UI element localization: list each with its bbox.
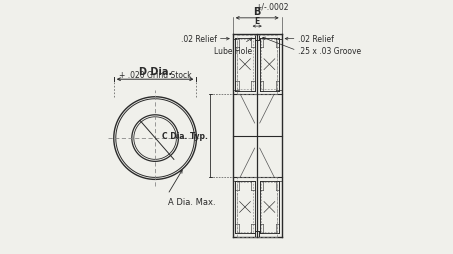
Text: B: B xyxy=(254,7,261,17)
Text: +/-.0002: +/-.0002 xyxy=(255,2,289,11)
Text: C Dia. Typ.: C Dia. Typ. xyxy=(162,132,208,140)
Text: .25 x .03 Groove: .25 x .03 Groove xyxy=(298,47,361,56)
Text: A Dia. Max.: A Dia. Max. xyxy=(168,197,215,206)
Text: Lube Hole: Lube Hole xyxy=(214,39,252,56)
Text: + .020 Grind Stock: + .020 Grind Stock xyxy=(119,71,192,80)
Text: .02 Relief: .02 Relief xyxy=(181,35,217,44)
Text: .02 Relief: .02 Relief xyxy=(298,35,334,44)
Text: D Dia.: D Dia. xyxy=(139,67,172,77)
Text: E: E xyxy=(255,17,260,26)
